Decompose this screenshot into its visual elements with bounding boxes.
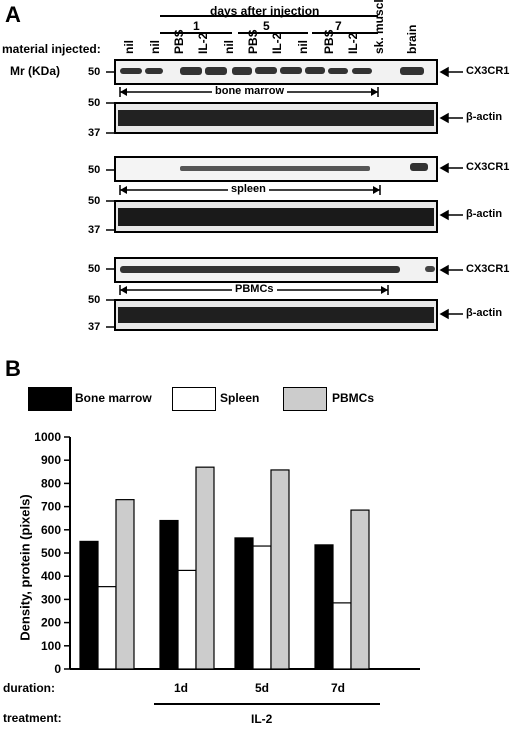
mr-label: Mr (KDa): [10, 64, 60, 78]
marker-37: 37: [88, 127, 101, 139]
y-tick-label: 800: [41, 476, 61, 490]
treatment-label: treatment:: [3, 711, 62, 725]
blot-cx3cr1-spleen: [114, 156, 438, 182]
duration-5d: 5d: [255, 681, 270, 695]
lane-label: nil: [296, 40, 310, 54]
legend-swatch-pbmc: [283, 387, 327, 411]
protein-actin-label: β-actin: [466, 307, 503, 319]
lane-label: IL-2: [196, 32, 210, 54]
lane-label: brain: [405, 24, 419, 54]
bar-bone-marrow: [234, 537, 254, 670]
lane-label: nil: [148, 40, 162, 54]
protein-actin-label: β-actin: [466, 208, 503, 220]
y-tick-label: 300: [41, 592, 61, 606]
tissue-pbmc-label: PBMCs: [232, 283, 277, 295]
y-tick-label: 600: [41, 523, 61, 537]
treatment-il2: IL-2: [251, 712, 273, 726]
y-tick-label: 500: [41, 546, 61, 560]
bar-pbmc: [115, 499, 135, 670]
lane-label: PBS: [246, 29, 260, 54]
bar-spleen: [332, 602, 352, 670]
y-tick-label: 200: [41, 616, 61, 630]
bar-pbmc: [350, 509, 370, 670]
protein-cx3cr1-label: CX3CR1: [466, 65, 510, 77]
y-tick-label: 0: [54, 662, 61, 675]
marker-50: 50: [88, 294, 101, 306]
legend-label-spleen: Spleen: [220, 391, 260, 405]
tissue-spleen-label: spleen: [228, 183, 269, 195]
tissue-bone-marrow-label: bone marrow: [212, 85, 288, 97]
panel-a-letter: A: [5, 2, 21, 27]
marker-50: 50: [88, 97, 101, 109]
duration-1d: 1d: [174, 681, 189, 695]
y-tick-label: 1000: [34, 430, 61, 444]
protein-cx3cr1-label: CX3CR1: [466, 161, 510, 173]
bar-bone-marrow: [79, 540, 99, 670]
material-injected-label: material injected:: [2, 42, 101, 56]
bar-spleen: [97, 586, 117, 670]
marker-50: 50: [88, 195, 101, 207]
lane-label: PBS: [172, 29, 186, 54]
protein-cx3cr1-label: CX3CR1: [466, 263, 510, 275]
bar-bone-marrow: [314, 544, 334, 670]
legend-label-bone-marrow: Bone marrow: [75, 391, 152, 405]
bar-spleen: [177, 569, 197, 670]
marker-50: 50: [88, 164, 101, 176]
y-tick-label: 700: [41, 500, 61, 514]
lane-label: sk. muscle: [372, 0, 386, 54]
duration-label: duration:: [3, 681, 55, 695]
days-after-injection-header: days after injection: [210, 4, 320, 18]
marker-37: 37: [88, 224, 101, 236]
lane-label: IL-2: [346, 32, 360, 54]
bands-cx3cr1-bone-marrow: [120, 67, 424, 75]
protein-actin-label: β-actin: [466, 111, 503, 123]
marker-50: 50: [88, 263, 101, 275]
marker-50: 50: [88, 66, 101, 78]
panel-a-graphics: [106, 15, 463, 331]
lane-label: PBS: [322, 29, 336, 54]
bar-pbmc: [195, 466, 215, 670]
bar-pbmc: [270, 469, 290, 670]
legend-swatch-bone-marrow: [28, 387, 72, 411]
bar-bone-marrow: [159, 519, 179, 670]
lane-label: nil: [222, 40, 236, 54]
treatment-underline: [154, 703, 380, 705]
bar-spleen: [252, 545, 272, 670]
duration-7d: 7d: [331, 681, 346, 695]
y-tick-label: 400: [41, 569, 61, 583]
y-tick-label: 100: [41, 639, 61, 653]
legend-swatch-spleen: [172, 387, 216, 411]
lane-label: IL-2: [270, 32, 284, 54]
lane-label: nil: [122, 40, 136, 54]
marker-37: 37: [88, 321, 101, 333]
day-5-label: 5: [263, 19, 270, 33]
legend-label-pbmc: PBMCs: [332, 391, 375, 405]
day-1-label: 1: [193, 19, 200, 33]
panel-b-letter: B: [5, 356, 21, 381]
bar-chart: 0 100 200 300 400 500 600 700 800 900 1000: [34, 430, 420, 675]
day-7-label: 7: [335, 19, 342, 33]
y-tick-label: 900: [41, 453, 61, 467]
